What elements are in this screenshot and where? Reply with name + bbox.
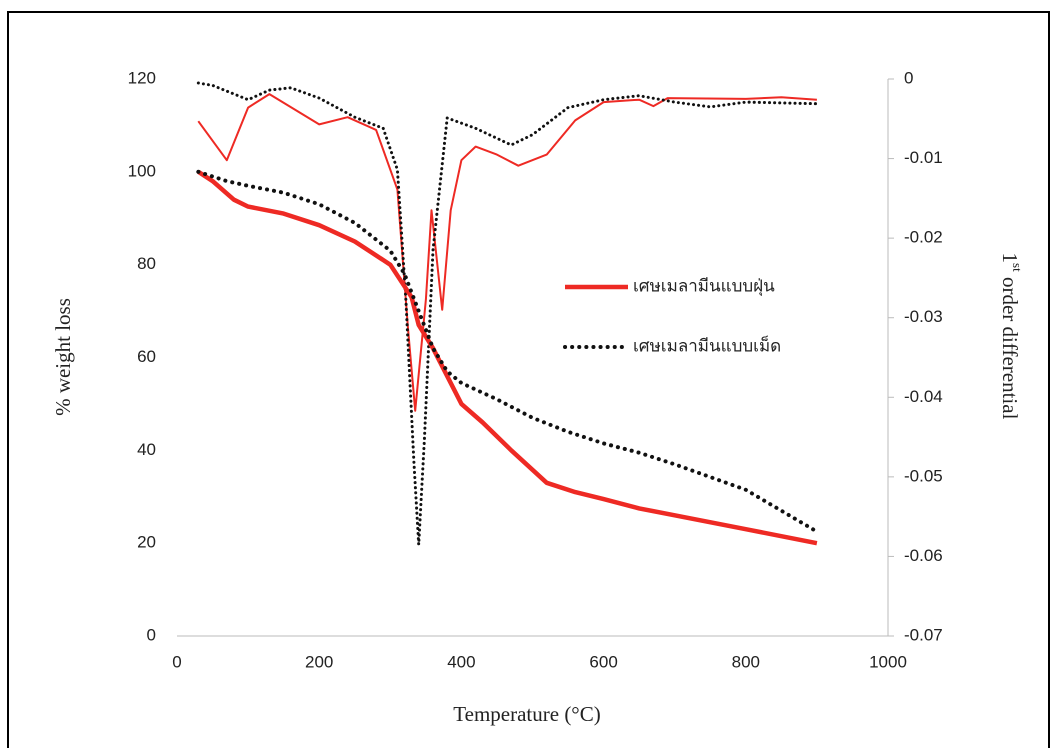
y2-tick-label: -0.01 <box>904 148 943 167</box>
y-tick-label: 40 <box>137 440 156 459</box>
y2-title-part: order differential <box>998 272 1022 420</box>
y2-tick-label: -0.04 <box>904 387 943 406</box>
series-line <box>197 93 817 412</box>
series-line <box>197 169 818 546</box>
y2-tick-label: -0.07 <box>904 625 943 644</box>
y2-tick-label: -0.05 <box>904 466 943 485</box>
y-tick-label: 80 <box>137 254 156 273</box>
series-line <box>196 169 819 534</box>
legend-label: เศษเมลามีนแบบเม็ด <box>633 334 781 355</box>
legend-label: เศษเมลามีนแบบฝุ่น <box>633 276 775 296</box>
y2-tick-label: -0.06 <box>904 546 943 565</box>
y2-axis-title: 1st order differential <box>998 253 1025 420</box>
y2-tick-label: -0.02 <box>904 228 943 247</box>
x-tick-label: 800 <box>732 652 760 671</box>
y-axis-title: % weight loss <box>51 298 75 416</box>
x-tick-label: 0 <box>172 652 181 671</box>
y-tick-label: 0 <box>147 625 156 644</box>
x-tick-label: 1000 <box>869 652 907 671</box>
y-tick-label: 100 <box>128 161 156 180</box>
series-line <box>196 81 819 546</box>
y-tick-label: 120 <box>128 68 156 87</box>
x-tick-label: 400 <box>447 652 475 671</box>
y-tick-label: 60 <box>137 347 156 366</box>
x-axis-title: Temperature (°C) <box>453 702 600 726</box>
y-tick-label: 20 <box>137 533 156 552</box>
y2-title-sup: st <box>1010 263 1025 272</box>
y2-title-part: 1 <box>998 253 1022 264</box>
y2-tick-label: -0.03 <box>904 307 943 326</box>
y2-tick-label: 0 <box>904 68 913 87</box>
frame <box>7 11 1050 748</box>
x-tick-label: 200 <box>305 652 333 671</box>
x-tick-label: 600 <box>589 652 617 671</box>
